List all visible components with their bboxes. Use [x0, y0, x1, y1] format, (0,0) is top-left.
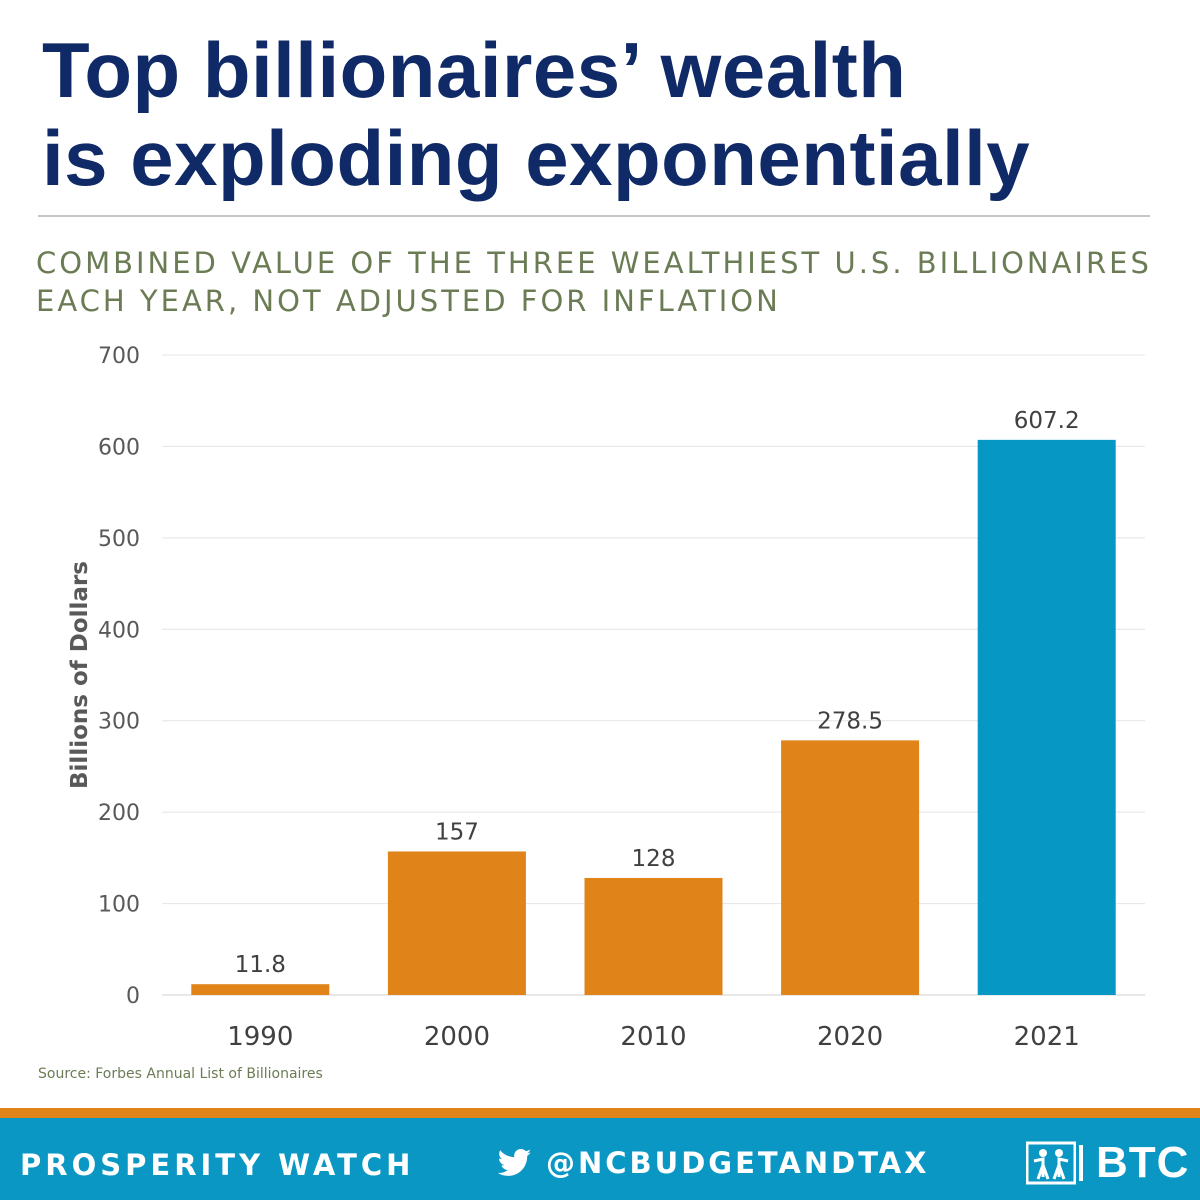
btc-logo-text: BTC: [1096, 1138, 1190, 1187]
chart-subtitle: COMBINED VALUE OF THE THREE WEALTHIEST U…: [36, 244, 1176, 320]
y-tick-label: 600: [98, 435, 140, 460]
x-tick-label: 2021: [1014, 1022, 1080, 1052]
x-tick-label: 2020: [817, 1022, 883, 1052]
btc-logo: BTC: [1026, 1138, 1189, 1188]
y-tick-label: 100: [98, 893, 140, 918]
bar-2000: [387, 851, 526, 995]
y-tick-label: 0: [126, 984, 140, 1009]
x-tick-label: 2000: [424, 1022, 490, 1052]
bar-chart: 0 100 200 300 400 500 600 700 Billions of Dollar…: [67, 344, 1145, 1052]
y-tick-label: 200: [98, 801, 140, 826]
y-tick-label: 300: [98, 710, 140, 735]
title-line-2: is exploding exponentially: [42, 114, 1031, 202]
twitter-bird-icon: [498, 1149, 532, 1176]
bar-2020: [781, 740, 920, 995]
title-line-1: Top billionaires’ wealth: [42, 26, 907, 114]
btc-figures-icon: [1026, 1141, 1076, 1185]
logo-separator: [1079, 1145, 1083, 1181]
source-note: Source: Forbes Annual List of Billionair…: [38, 1066, 323, 1082]
subtitle-line-1: COMBINED VALUE OF THE THREE WEALTHIEST U…: [36, 246, 1152, 280]
page-title: Top billionaires’ wealth is exploding ex…: [42, 26, 1172, 202]
y-tick-label: 500: [98, 527, 140, 552]
x-tick-label: 1990: [227, 1022, 293, 1052]
data-label: 157: [435, 819, 479, 845]
data-label: 607.2: [1014, 408, 1080, 434]
data-label: 11.8: [235, 952, 286, 978]
twitter-handle: @NCBUDGETANDTAX: [546, 1146, 930, 1180]
y-tick-label: 400: [98, 618, 140, 643]
subtitle-line-2: EACH YEAR, NOT ADJUSTED FOR INFLATION: [36, 284, 781, 318]
bar-2010: [584, 877, 723, 995]
data-label: 128: [632, 846, 676, 872]
bar-2021: [977, 439, 1116, 995]
title-divider: [38, 215, 1150, 217]
footer-bar: PROSPERITY WATCH @NCBUDGETANDTAX BTC: [0, 1108, 1200, 1200]
y-tick-label: 700: [98, 344, 140, 369]
y-axis-title: Billions of Dollars: [67, 561, 93, 789]
data-label: 278.5: [817, 708, 883, 734]
footer-brand-label: PROSPERITY WATCH: [20, 1148, 415, 1182]
twitter-handle-link[interactable]: @NCBUDGETANDTAX: [498, 1146, 930, 1180]
bar-1990: [191, 984, 330, 995]
x-tick-label: 2010: [620, 1022, 686, 1052]
